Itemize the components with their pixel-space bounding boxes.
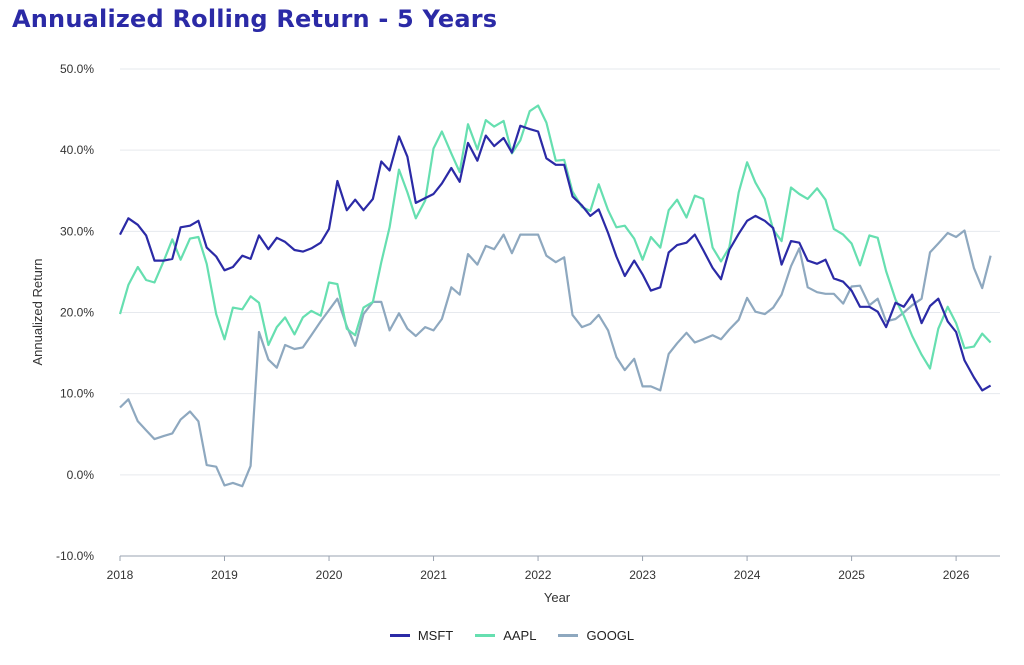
y-axis-label: Annualized Return bbox=[30, 259, 45, 366]
y-tick-label: 30.0% bbox=[60, 224, 94, 238]
y-tick-label: 0.0% bbox=[67, 468, 95, 482]
x-tick-label: 2026 bbox=[943, 568, 970, 582]
legend-item-msft[interactable]: MSFT bbox=[389, 628, 454, 643]
series-lines bbox=[118, 104, 992, 488]
legend-item-aapl[interactable]: AAPL bbox=[475, 628, 536, 643]
legend: MSFT AAPL GOOGL bbox=[0, 628, 1024, 643]
x-tick-label: 2020 bbox=[316, 568, 343, 582]
y-tick-label: 40.0% bbox=[60, 143, 94, 157]
x-tick-label: 2019 bbox=[211, 568, 238, 582]
legend-item-googl[interactable]: GOOGL bbox=[558, 628, 634, 643]
legend-swatch bbox=[475, 634, 496, 637]
chart-title: Annualized Rolling Return - 5 Years bbox=[12, 5, 498, 33]
series-line-aapl bbox=[118, 104, 992, 370]
series-line-googl bbox=[119, 229, 992, 488]
x-axis-label: Year bbox=[544, 590, 571, 605]
grid-lines bbox=[120, 68, 1000, 557]
x-tick-label: 2021 bbox=[420, 568, 447, 582]
legend-swatch bbox=[558, 634, 579, 637]
legend-label: MSFT bbox=[417, 628, 454, 643]
y-axis-ticks: -10.0% 0.0% 10.0% 20.0% 30.0% 40.0% 50.0% bbox=[56, 62, 94, 563]
x-tick-label: 2025 bbox=[838, 568, 865, 582]
x-axis: 2018 2019 2020 2021 2022 2023 2024 2025 2026 bbox=[107, 555, 1000, 582]
legend-label: AAPL bbox=[503, 628, 537, 643]
line-chart: -10.0% 0.0% 10.0% 20.0% 30.0% 40.0% 50.0% 2018… bbox=[30, 62, 1000, 605]
series-line-msft bbox=[119, 124, 992, 392]
legend-swatch bbox=[389, 634, 410, 637]
x-tick-label: 2022 bbox=[525, 568, 552, 582]
x-tick-label: 2023 bbox=[629, 568, 656, 582]
y-tick-label: -10.0% bbox=[56, 549, 94, 563]
y-tick-label: 10.0% bbox=[60, 387, 94, 401]
x-tick-label: 2018 bbox=[107, 568, 134, 582]
y-tick-label: 50.0% bbox=[60, 62, 94, 76]
y-tick-label: 20.0% bbox=[60, 306, 94, 320]
legend-label: GOOGL bbox=[586, 628, 635, 643]
x-tick-label: 2024 bbox=[734, 568, 761, 582]
